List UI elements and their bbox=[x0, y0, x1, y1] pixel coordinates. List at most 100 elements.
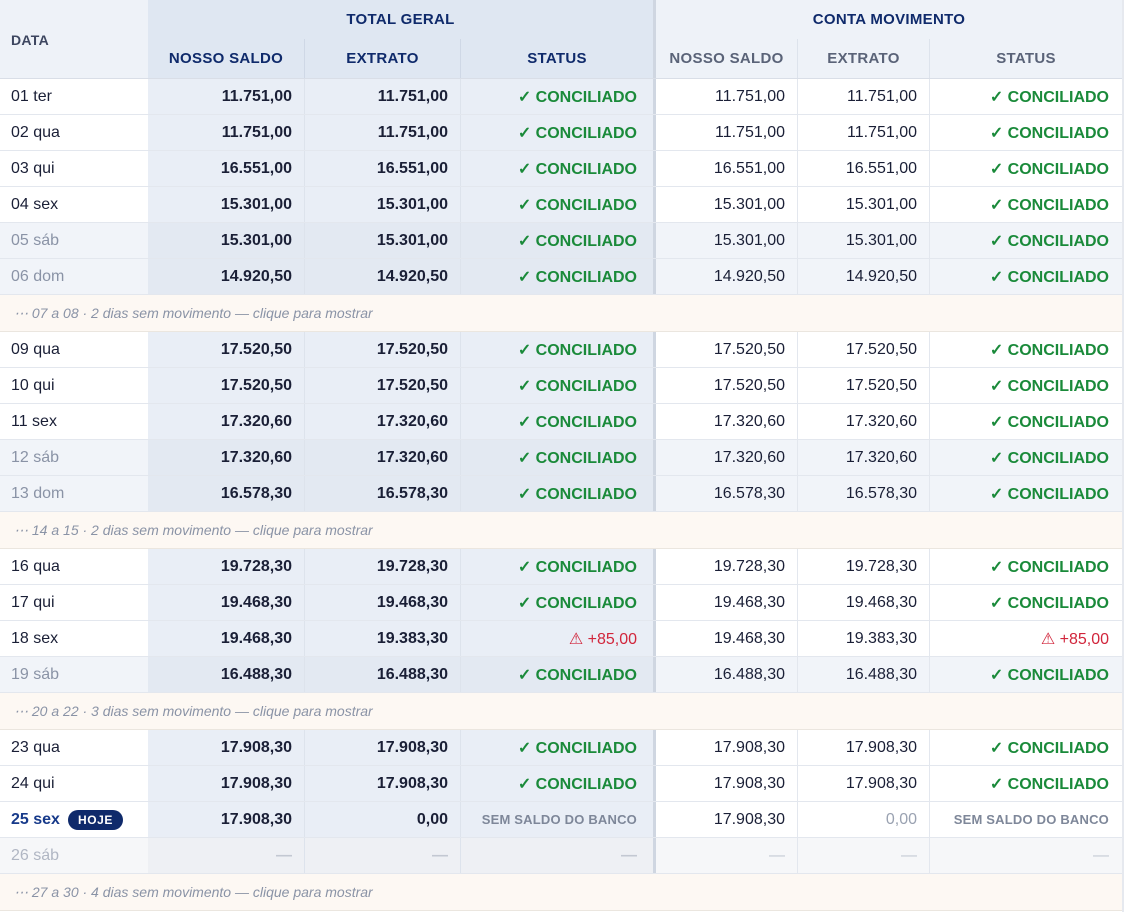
row-date: 18 sex bbox=[11, 629, 59, 647]
header-total-extrato[interactable]: EXTRATO bbox=[304, 39, 460, 78]
total-extrato: 0,00 bbox=[304, 802, 460, 837]
header-conta-status[interactable]: STATUS bbox=[929, 39, 1122, 78]
table-row[interactable]: 23 qua 17.908,30 17.908,30 ✓ CONCILIADO … bbox=[0, 730, 1122, 766]
total-status-conciliado: ✓ CONCILIADO bbox=[460, 730, 656, 765]
total-nosso-saldo: 17.320,60 bbox=[148, 404, 304, 439]
conta-status-conciliado: ✓ CONCILIADO bbox=[929, 585, 1122, 620]
table-row[interactable]: 10 qui 17.520,50 17.520,50 ✓ CONCILIADO … bbox=[0, 368, 1122, 404]
conta-status-conciliado: ✓ CONCILIADO bbox=[929, 549, 1122, 584]
header-total-status[interactable]: STATUS bbox=[460, 39, 656, 78]
conta-status-conciliado: ✓ CONCILIADO bbox=[929, 476, 1122, 511]
conta-extrato: 17.908,30 bbox=[797, 766, 929, 801]
row-date: 02 qua bbox=[11, 123, 60, 141]
conta-nosso-saldo: 19.468,30 bbox=[713, 593, 785, 611]
table-row[interactable]: 09 qua 17.520,50 17.520,50 ✓ CONCILIADO … bbox=[0, 332, 1122, 368]
table-row-today[interactable]: 25 sex HOJE 17.908,30 0,00 SEM SALDO DO … bbox=[0, 802, 1122, 838]
conta-nosso-saldo-empty: — bbox=[769, 846, 785, 864]
total-extrato: 19.728,30 bbox=[304, 549, 460, 584]
conta-extrato: 15.301,00 bbox=[797, 223, 929, 258]
table-row[interactable]: 02 qua 11.751,00 11.751,00 ✓ CONCILIADO … bbox=[0, 115, 1122, 151]
total-nosso-saldo: 17.908,30 bbox=[148, 730, 304, 765]
table-row[interactable]: 04 sex 15.301,00 15.301,00 ✓ CONCILIADO … bbox=[0, 187, 1122, 223]
conta-nosso-saldo: 19.468,30 bbox=[713, 629, 785, 647]
total-status-conciliado: ✓ CONCILIADO bbox=[460, 440, 656, 475]
conta-nosso-saldo: 17.320,60 bbox=[713, 448, 785, 466]
row-date: 11 sex bbox=[11, 412, 57, 430]
row-date: 09 qua bbox=[11, 340, 60, 358]
conta-status-conciliado: ✓ CONCILIADO bbox=[929, 115, 1122, 150]
total-status-conciliado: ✓ CONCILIADO bbox=[460, 657, 656, 692]
total-nosso-saldo: 17.908,30 bbox=[148, 802, 304, 837]
conta-extrato: 0,00 bbox=[797, 802, 929, 837]
conta-nosso-saldo: 11.751,00 bbox=[715, 87, 785, 105]
total-status-divergence-warning[interactable]: ⚠ +85,00 bbox=[460, 621, 656, 656]
conta-nosso-saldo: 16.488,30 bbox=[713, 665, 785, 683]
table-row[interactable]: 12 sáb 17.320,60 17.320,60 ✓ CONCILIADO … bbox=[0, 440, 1122, 476]
header-total-nosso-saldo[interactable]: NOSSO SALDO bbox=[148, 39, 304, 78]
conta-status-conciliado: ✓ CONCILIADO bbox=[929, 766, 1122, 801]
conta-nosso-saldo: 16.551,00 bbox=[713, 159, 785, 177]
conta-status-divergence-warning[interactable]: ⚠ +85,00 bbox=[929, 621, 1122, 656]
total-status-conciliado: ✓ CONCILIADO bbox=[460, 79, 656, 114]
table-row[interactable]: 16 qua 19.728,30 19.728,30 ✓ CONCILIADO … bbox=[0, 549, 1122, 585]
conta-extrato: 19.728,30 bbox=[797, 549, 929, 584]
row-date: 16 qua bbox=[11, 557, 60, 575]
total-status-sem-saldo: SEM SALDO DO BANCO bbox=[460, 802, 656, 837]
conta-extrato: 19.383,30 bbox=[797, 621, 929, 656]
table-row[interactable]: 06 dom 14.920,50 14.920,50 ✓ CONCILIADO … bbox=[0, 259, 1122, 295]
total-status-conciliado: ✓ CONCILIADO bbox=[460, 332, 656, 367]
conta-nosso-saldo: 17.520,50 bbox=[713, 340, 785, 358]
total-nosso-saldo: 15.301,00 bbox=[148, 223, 304, 258]
collapsed-days-row[interactable]: ⋯ 27 a 30 · 4 dias sem movimento — cliqu… bbox=[0, 874, 1122, 911]
header-conta-extrato[interactable]: EXTRATO bbox=[797, 39, 929, 78]
conta-extrato: 16.578,30 bbox=[797, 476, 929, 511]
total-extrato: 19.383,30 bbox=[304, 621, 460, 656]
header-conta-nosso-saldo[interactable]: NOSSO SALDO bbox=[656, 39, 797, 78]
conta-status-conciliado: ✓ CONCILIADO bbox=[929, 151, 1122, 186]
conta-status-conciliado: ✓ CONCILIADO bbox=[929, 440, 1122, 475]
conta-status-conciliado: ✓ CONCILIADO bbox=[929, 404, 1122, 439]
conta-nosso-saldo: 19.728,30 bbox=[713, 557, 785, 575]
total-status-conciliado: ✓ CONCILIADO bbox=[460, 585, 656, 620]
conta-nosso-saldo: 15.301,00 bbox=[713, 231, 785, 249]
table-row[interactable]: 18 sex 19.468,30 19.383,30 ⚠ +85,00 19.4… bbox=[0, 621, 1122, 657]
row-date: 17 qui bbox=[11, 593, 55, 611]
total-nosso-saldo: 19.728,30 bbox=[148, 549, 304, 584]
total-nosso-saldo-empty: — bbox=[148, 838, 304, 873]
conta-nosso-saldo: 17.320,60 bbox=[713, 412, 785, 430]
total-extrato: 17.320,60 bbox=[304, 440, 460, 475]
total-status-conciliado: ✓ CONCILIADO bbox=[460, 187, 656, 222]
conta-status-sem-saldo: SEM SALDO DO BANCO bbox=[929, 802, 1122, 837]
conta-extrato: 17.320,60 bbox=[797, 404, 929, 439]
total-extrato: 19.468,30 bbox=[304, 585, 460, 620]
table-row[interactable]: 13 dom 16.578,30 16.578,30 ✓ CONCILIADO … bbox=[0, 476, 1122, 512]
total-status-conciliado: ✓ CONCILIADO bbox=[460, 476, 656, 511]
conta-status-conciliado: ✓ CONCILIADO bbox=[929, 332, 1122, 367]
total-nosso-saldo: 19.468,30 bbox=[148, 621, 304, 656]
row-date: 23 qua bbox=[11, 738, 60, 756]
collapsed-days-row[interactable]: ⋯ 14 a 15 · 2 dias sem movimento — cliqu… bbox=[0, 512, 1122, 549]
table-row[interactable]: 17 qui 19.468,30 19.468,30 ✓ CONCILIADO … bbox=[0, 585, 1122, 621]
table-row[interactable]: 01 ter 11.751,00 11.751,00 ✓ CONCILIADO … bbox=[0, 79, 1122, 115]
conta-status-conciliado: ✓ CONCILIADO bbox=[929, 259, 1122, 294]
conta-status-conciliado: ✓ CONCILIADO bbox=[929, 79, 1122, 114]
table-row[interactable]: 05 sáb 15.301,00 15.301,00 ✓ CONCILIADO … bbox=[0, 223, 1122, 259]
conta-extrato: 17.908,30 bbox=[797, 730, 929, 765]
row-date: 01 ter bbox=[11, 87, 52, 105]
conta-nosso-saldo: 11.751,00 bbox=[715, 123, 785, 141]
total-nosso-saldo: 11.751,00 bbox=[148, 115, 304, 150]
table-row[interactable]: 11 sex 17.320,60 17.320,60 ✓ CONCILIADO … bbox=[0, 404, 1122, 440]
table-row[interactable]: 24 qui 17.908,30 17.908,30 ✓ CONCILIADO … bbox=[0, 766, 1122, 802]
collapsed-days-row[interactable]: ⋯ 20 a 22 · 3 dias sem movimento — cliqu… bbox=[0, 693, 1122, 730]
collapsed-days-row[interactable]: ⋯ 07 a 08 · 2 dias sem movimento — cliqu… bbox=[0, 295, 1122, 332]
total-nosso-saldo: 17.908,30 bbox=[148, 766, 304, 801]
total-nosso-saldo: 17.520,50 bbox=[148, 332, 304, 367]
table-row[interactable]: 19 sáb 16.488,30 16.488,30 ✓ CONCILIADO … bbox=[0, 657, 1122, 693]
conta-nosso-saldo: 17.908,30 bbox=[713, 738, 785, 756]
total-extrato: 17.520,50 bbox=[304, 368, 460, 403]
today-date-label: 25 sex bbox=[11, 810, 60, 828]
total-nosso-saldo: 14.920,50 bbox=[148, 259, 304, 294]
total-nosso-saldo: 16.488,30 bbox=[148, 657, 304, 692]
table-row[interactable]: 03 qui 16.551,00 16.551,00 ✓ CONCILIADO … bbox=[0, 151, 1122, 187]
